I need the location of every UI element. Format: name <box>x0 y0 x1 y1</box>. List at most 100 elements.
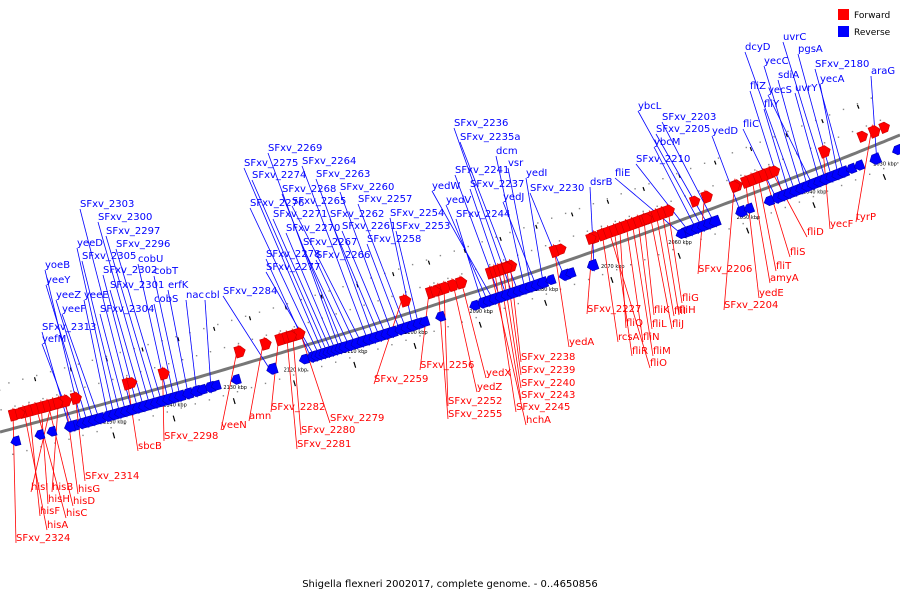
track-dot <box>572 235 575 237</box>
forward-gene-leader <box>220 344 239 431</box>
forward-gene-leader <box>750 172 771 284</box>
reverse-gene-label: SFxv_2271 <box>273 209 327 220</box>
track-dot <box>447 277 449 280</box>
track-dot <box>742 222 744 225</box>
track-mark <box>713 160 717 165</box>
reverse-gene-leader <box>445 204 491 307</box>
reverse-gene-label: cobT <box>154 266 179 277</box>
track-dot <box>869 173 871 175</box>
track-dot <box>293 326 295 328</box>
reverse-gene-leader <box>45 284 90 428</box>
forward-gene-arrow <box>662 204 675 218</box>
track-dot <box>773 136 775 138</box>
forward-gene-label: fliM <box>653 346 671 357</box>
reverse-gene-arrow <box>545 274 557 286</box>
reverse-gene-label: dcyD <box>745 42 771 53</box>
track-dot <box>112 378 114 381</box>
forward-gene-label: fliT <box>776 261 792 272</box>
reverse-gene-label: pgsA <box>798 44 823 55</box>
track-dot <box>883 167 885 170</box>
track-dot <box>175 336 177 338</box>
reverse-gene-label: SFxv_2260 <box>340 182 394 193</box>
reverse-gene-label: SFxv_2305 <box>82 251 136 262</box>
forward-gene-label: SFxv_2259 <box>374 374 428 385</box>
forward-gene-arrow <box>867 125 881 139</box>
track-dot <box>433 330 435 332</box>
forward-gene-label: SFxv_2245 <box>516 402 570 413</box>
track-dot <box>573 283 576 286</box>
track-dot <box>98 382 100 385</box>
track-dot <box>54 442 56 444</box>
reverse-gene-leader <box>167 289 190 400</box>
track-dot <box>461 273 463 275</box>
reverse-gene-leader <box>814 68 846 178</box>
track-dot <box>690 167 692 170</box>
track-dot <box>686 243 688 246</box>
reverse-gene-label: yedW <box>432 181 460 192</box>
track-dot <box>405 291 407 293</box>
track-dot <box>897 162 899 164</box>
track-dot <box>398 268 400 270</box>
track-mark <box>33 377 37 382</box>
forward-gene-leader <box>297 326 331 424</box>
forward-gene-label: fliN <box>643 332 660 343</box>
reverse-gene-leader <box>431 190 497 305</box>
reverse-gene-label: fliE <box>615 168 630 179</box>
track-mark <box>463 248 467 253</box>
forward-gene-label: hchA <box>526 415 551 426</box>
reverse-gene-leader <box>265 271 318 362</box>
track-mark <box>821 119 824 124</box>
track-mark <box>69 367 73 372</box>
track-dot <box>195 355 198 357</box>
reverse-gene-label: SFxv_2230 <box>530 183 584 194</box>
forward-gene-arrow <box>69 391 82 405</box>
reverse-gene-label: SFxv_2268 <box>282 184 336 195</box>
forward-gene-leader <box>660 206 680 316</box>
forward-gene-leader <box>285 330 298 450</box>
track-dot <box>335 361 337 363</box>
gene-arrows <box>7 121 900 447</box>
track-dot <box>203 327 205 330</box>
reverse-gene-label: SFxv_2258 <box>367 234 421 245</box>
ruler-tick-label: 2060 kbp <box>668 240 692 246</box>
reverse-gene-leader <box>797 53 834 183</box>
track-dot <box>265 334 268 336</box>
forward-gene-arrow <box>501 261 513 274</box>
reverse-gene-arrow <box>536 276 550 289</box>
track-dot <box>286 303 289 305</box>
track-dot <box>714 233 716 235</box>
track-dot <box>854 179 857 181</box>
reverse-gene-label: SFxv_2266 <box>316 250 370 261</box>
track-dot <box>258 311 261 313</box>
track-dot <box>509 231 511 234</box>
track-dot <box>495 236 497 238</box>
forward-gene-leader <box>723 178 736 311</box>
track-dot <box>194 403 196 405</box>
reverse-gene-label: yeeZ <box>56 290 81 301</box>
reverse-gene-leader <box>249 207 322 361</box>
ruler-tick <box>293 380 296 387</box>
ruler-tick-label: 2100 kbp <box>404 330 428 336</box>
reverse-gene-label: SFxv_2301 <box>110 280 164 291</box>
reverse-gene-label: SFxv_2264 <box>302 156 356 167</box>
reverse-gene-leader <box>744 51 798 197</box>
reverse-gene-arrow <box>34 429 46 440</box>
forward-gene-label: fliS <box>790 247 805 258</box>
reverse-gene-label: SFxv_2263 <box>316 169 370 180</box>
ruler-tick <box>413 342 417 349</box>
forward-gene-leader <box>612 223 633 357</box>
track-dot <box>489 312 491 314</box>
reverse-gene-leader <box>285 232 338 356</box>
reverse-gene-label: SFxv_2278 <box>266 249 320 260</box>
reverse-gene-leader <box>395 230 421 330</box>
forward-gene-leader <box>654 208 675 317</box>
track-dot <box>110 427 112 429</box>
forward-gene-label: SFxv_2279 <box>330 413 384 424</box>
reverse-gene-label: SFxv_2296 <box>116 239 170 250</box>
forward-gene-arrow <box>555 243 567 256</box>
track-dot <box>770 212 772 214</box>
reverse-gene-label: yedJ <box>503 192 524 203</box>
reverse-gene-arrow <box>869 152 883 165</box>
track-dot <box>42 397 44 400</box>
